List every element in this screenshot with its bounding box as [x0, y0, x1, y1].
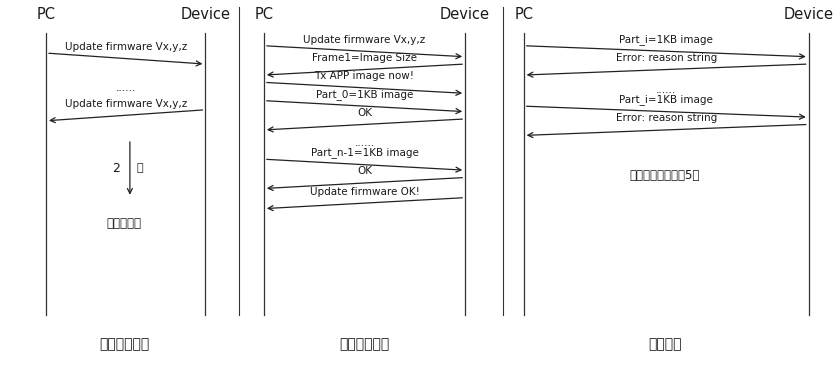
Text: 引导原程序: 引导原程序 — [106, 217, 142, 230]
Text: Tx APP image now!: Tx APP image now! — [314, 71, 415, 81]
Text: 出错时，最多重传5次: 出错时，最多重传5次 — [629, 169, 700, 182]
Text: 出错重传: 出错重传 — [648, 337, 681, 351]
Text: Part_n-1=1KB image: Part_n-1=1KB image — [311, 147, 418, 158]
Text: ......: ...... — [354, 138, 375, 148]
Text: 秒: 秒 — [137, 163, 143, 173]
Text: Error: reason string: Error: reason string — [616, 113, 716, 123]
Text: Error: reason string: Error: reason string — [616, 53, 716, 63]
Text: Part_i=1KB image: Part_i=1KB image — [619, 34, 713, 45]
Text: Update firmware Vx,y,z: Update firmware Vx,y,z — [303, 35, 426, 45]
Text: Update firmware Vx,y,z: Update firmware Vx,y,z — [65, 99, 187, 109]
Text: Update firmware Vx,y,z: Update firmware Vx,y,z — [65, 42, 187, 52]
Text: Frame1=Image Size: Frame1=Image Size — [312, 53, 417, 63]
Text: PC: PC — [37, 7, 55, 22]
Text: PC: PC — [255, 7, 273, 22]
Text: PC: PC — [515, 7, 533, 22]
Text: ......: ...... — [116, 83, 136, 93]
Text: OK: OK — [357, 167, 372, 176]
Text: ......: ...... — [656, 85, 676, 95]
Text: Device: Device — [784, 7, 834, 22]
Text: OK: OK — [357, 108, 372, 118]
Text: Device: Device — [440, 7, 490, 22]
Text: Part_0=1KB image: Part_0=1KB image — [316, 89, 413, 100]
Text: Part_i=1KB image: Part_i=1KB image — [619, 94, 713, 105]
Text: 无需升级固件: 无需升级固件 — [99, 337, 149, 351]
Text: 正常升级固件: 正常升级固件 — [339, 337, 390, 351]
Text: 2: 2 — [112, 162, 120, 175]
Text: Device: Device — [180, 7, 230, 22]
Text: Update firmware OK!: Update firmware OK! — [309, 187, 420, 197]
